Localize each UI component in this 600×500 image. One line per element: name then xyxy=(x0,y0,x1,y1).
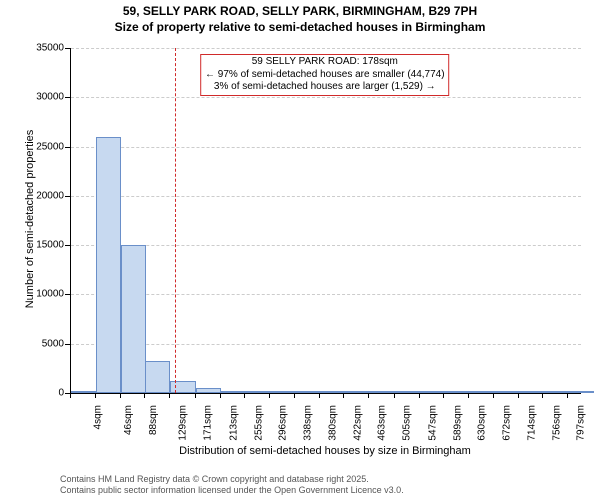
x-tick-mark xyxy=(195,393,196,398)
y-tick-label: 25000 xyxy=(0,141,64,152)
annotation-line-1: 59 SELLY PARK ROAD: 178sqm xyxy=(205,56,445,69)
x-tick-label: 672sqm xyxy=(502,405,513,441)
x-tick-label: 88sqm xyxy=(148,405,159,435)
histogram-bar xyxy=(196,388,221,393)
x-tick-label: 714sqm xyxy=(527,405,538,441)
x-tick-mark xyxy=(368,393,369,398)
histogram-bar xyxy=(96,137,121,393)
gridline xyxy=(71,196,581,197)
x-axis-label: Distribution of semi-detached houses by … xyxy=(70,445,580,457)
plot-area: 59 SELLY PARK ROAD: 178sqm ← 97% of semi… xyxy=(70,48,581,394)
histogram-bar xyxy=(469,391,494,393)
x-tick-label: 547sqm xyxy=(427,405,438,441)
gridline xyxy=(71,344,581,345)
x-tick-label: 338sqm xyxy=(303,405,314,441)
x-tick-mark xyxy=(343,393,344,398)
histogram-bar xyxy=(543,391,568,393)
x-tick-mark xyxy=(542,393,543,398)
y-tick-label: 0 xyxy=(0,388,64,399)
x-tick-mark xyxy=(567,393,568,398)
x-tick-mark xyxy=(95,393,96,398)
chart-container: 59, SELLY PARK ROAD, SELLY PARK, BIRMING… xyxy=(0,0,600,500)
x-tick-mark xyxy=(394,393,395,398)
y-tick-label: 15000 xyxy=(0,240,64,251)
x-tick-label: 589sqm xyxy=(452,405,463,441)
x-tick-mark xyxy=(120,393,121,398)
gridline xyxy=(71,245,581,246)
x-tick-mark xyxy=(244,393,245,398)
y-tick-label: 10000 xyxy=(0,289,64,300)
histogram-bar xyxy=(420,391,445,393)
histogram-bar xyxy=(519,391,544,393)
histogram-bar xyxy=(494,391,519,393)
x-tick-mark xyxy=(220,393,221,398)
x-tick-mark xyxy=(319,393,320,398)
x-tick-mark xyxy=(70,393,71,398)
property-marker-line xyxy=(175,48,176,393)
x-tick-label: 255sqm xyxy=(253,405,264,441)
y-tick-label: 35000 xyxy=(0,43,64,54)
x-tick-mark xyxy=(443,393,444,398)
x-tick-mark xyxy=(269,393,270,398)
gridline xyxy=(71,147,581,148)
histogram-bar xyxy=(71,391,96,393)
annotation-line-3: 3% of semi-detached houses are larger (1… xyxy=(205,81,445,94)
y-tick-label: 20000 xyxy=(0,190,64,201)
x-tick-mark xyxy=(493,393,494,398)
annotation-box: 59 SELLY PARK ROAD: 178sqm ← 97% of semi… xyxy=(200,54,450,96)
chart-title-line1: 59, SELLY PARK ROAD, SELLY PARK, BIRMING… xyxy=(0,4,600,18)
x-tick-label: 422sqm xyxy=(353,405,364,441)
x-tick-label: 797sqm xyxy=(576,405,587,441)
histogram-bar xyxy=(444,391,469,393)
histogram-bar xyxy=(320,391,345,393)
x-tick-label: 756sqm xyxy=(552,405,563,441)
histogram-bar xyxy=(295,391,320,393)
gridline xyxy=(71,97,581,98)
footer-attribution: Contains HM Land Registry data © Crown c… xyxy=(60,474,404,497)
x-tick-label: 213sqm xyxy=(228,405,239,441)
x-tick-label: 4sqm xyxy=(92,405,103,429)
x-tick-label: 463sqm xyxy=(377,405,388,441)
histogram-bar xyxy=(245,391,270,393)
chart-title-line2: Size of property relative to semi-detach… xyxy=(0,20,600,34)
x-tick-label: 129sqm xyxy=(178,405,189,441)
histogram-bar xyxy=(344,391,369,393)
x-tick-mark xyxy=(294,393,295,398)
x-tick-label: 380sqm xyxy=(328,405,339,441)
gridline xyxy=(71,48,581,49)
x-tick-mark xyxy=(468,393,469,398)
x-tick-mark xyxy=(144,393,145,398)
histogram-bar xyxy=(145,361,170,393)
annotation-line-2: ← 97% of semi-detached houses are smalle… xyxy=(205,69,445,82)
x-tick-label: 296sqm xyxy=(278,405,289,441)
histogram-bar xyxy=(270,391,295,393)
footer-line-1: Contains HM Land Registry data © Crown c… xyxy=(60,474,404,485)
histogram-bar xyxy=(369,391,394,393)
y-tick-label: 5000 xyxy=(0,338,64,349)
histogram-bar xyxy=(568,391,593,393)
histogram-bar xyxy=(121,245,146,393)
y-axis-label: Number of semi-detached properties xyxy=(24,99,36,339)
footer-line-2: Contains public sector information licen… xyxy=(60,485,404,496)
x-tick-mark xyxy=(169,393,170,398)
x-tick-label: 171sqm xyxy=(203,405,214,441)
histogram-bar xyxy=(395,391,420,393)
x-tick-label: 630sqm xyxy=(477,405,488,441)
y-tick-label: 30000 xyxy=(0,92,64,103)
x-tick-mark xyxy=(419,393,420,398)
histogram-bar xyxy=(221,391,246,393)
x-tick-label: 505sqm xyxy=(402,405,413,441)
gridline xyxy=(71,294,581,295)
x-tick-mark xyxy=(518,393,519,398)
x-tick-label: 46sqm xyxy=(123,405,134,435)
